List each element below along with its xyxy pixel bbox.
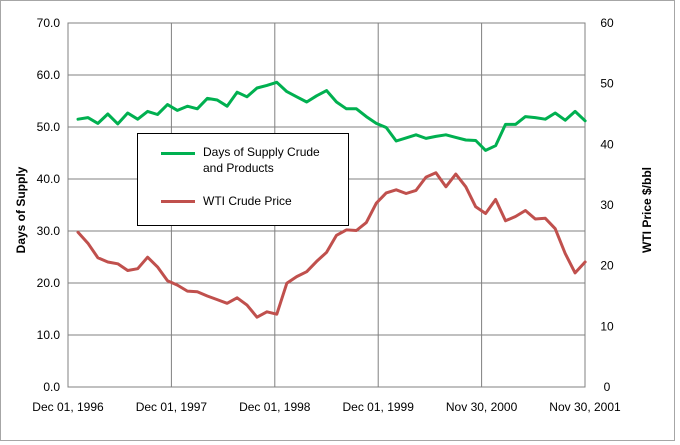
legend-swatch-wti-price [161,200,195,203]
right-tick-label: 10 [600,319,614,333]
right-tick-label: 30 [600,198,614,212]
right-tick-label: 40 [600,137,614,151]
right-tick-label: 0 [604,380,611,394]
x-tick-label: Dec 01, 1998 [239,400,311,414]
left-tick-label: 30.0 [37,224,61,238]
right-tick-label: 50 [600,77,614,91]
right-axis-ticks: 0 10 20 30 40 50 60 [600,16,614,394]
x-tick-label: Dec 01, 1997 [136,400,208,414]
x-tick-label: Nov 30, 2001 [549,400,621,414]
legend-label-wti-price: WTI Crude Price [203,194,292,208]
left-tick-label: 60.0 [37,68,61,82]
right-tick-label: 60 [600,16,614,30]
left-tick-label: 10.0 [37,328,61,342]
x-tick-label: Nov 30, 2000 [446,400,518,414]
left-axis-label: Days of Supply [14,166,28,253]
left-tick-label: 0.0 [43,380,60,394]
series-line-wti-price [76,171,587,319]
right-axis-label: WTI Price $/bbl [640,167,654,253]
x-tick-label: Dec 01, 1999 [343,400,415,414]
right-tick-label: 20 [600,259,614,273]
left-tick-label: 20.0 [37,276,61,290]
left-tick-label: 70.0 [37,16,61,30]
left-axis-ticks: 0.0 10.0 20.0 30.0 40.0 50.0 60.0 70.0 [37,16,61,394]
left-tick-label: 40.0 [37,172,61,186]
x-axis-ticks: Dec 01, 1996 Dec 01, 1997 Dec 01, 1998 Dec … [32,400,621,414]
x-tick-label: Dec 01, 1996 [32,400,104,414]
series-line-days-of-supply [76,80,587,152]
legend-swatch-days-of-supply [161,152,195,155]
legend: Days of Supply Crude and Products WTI Cr… [137,133,349,226]
plot-area [67,22,586,388]
legend-label-days-of-supply: Days of Supply Crude and Products [203,145,320,175]
series-lines [76,80,587,319]
left-tick-label: 50.0 [37,120,61,134]
